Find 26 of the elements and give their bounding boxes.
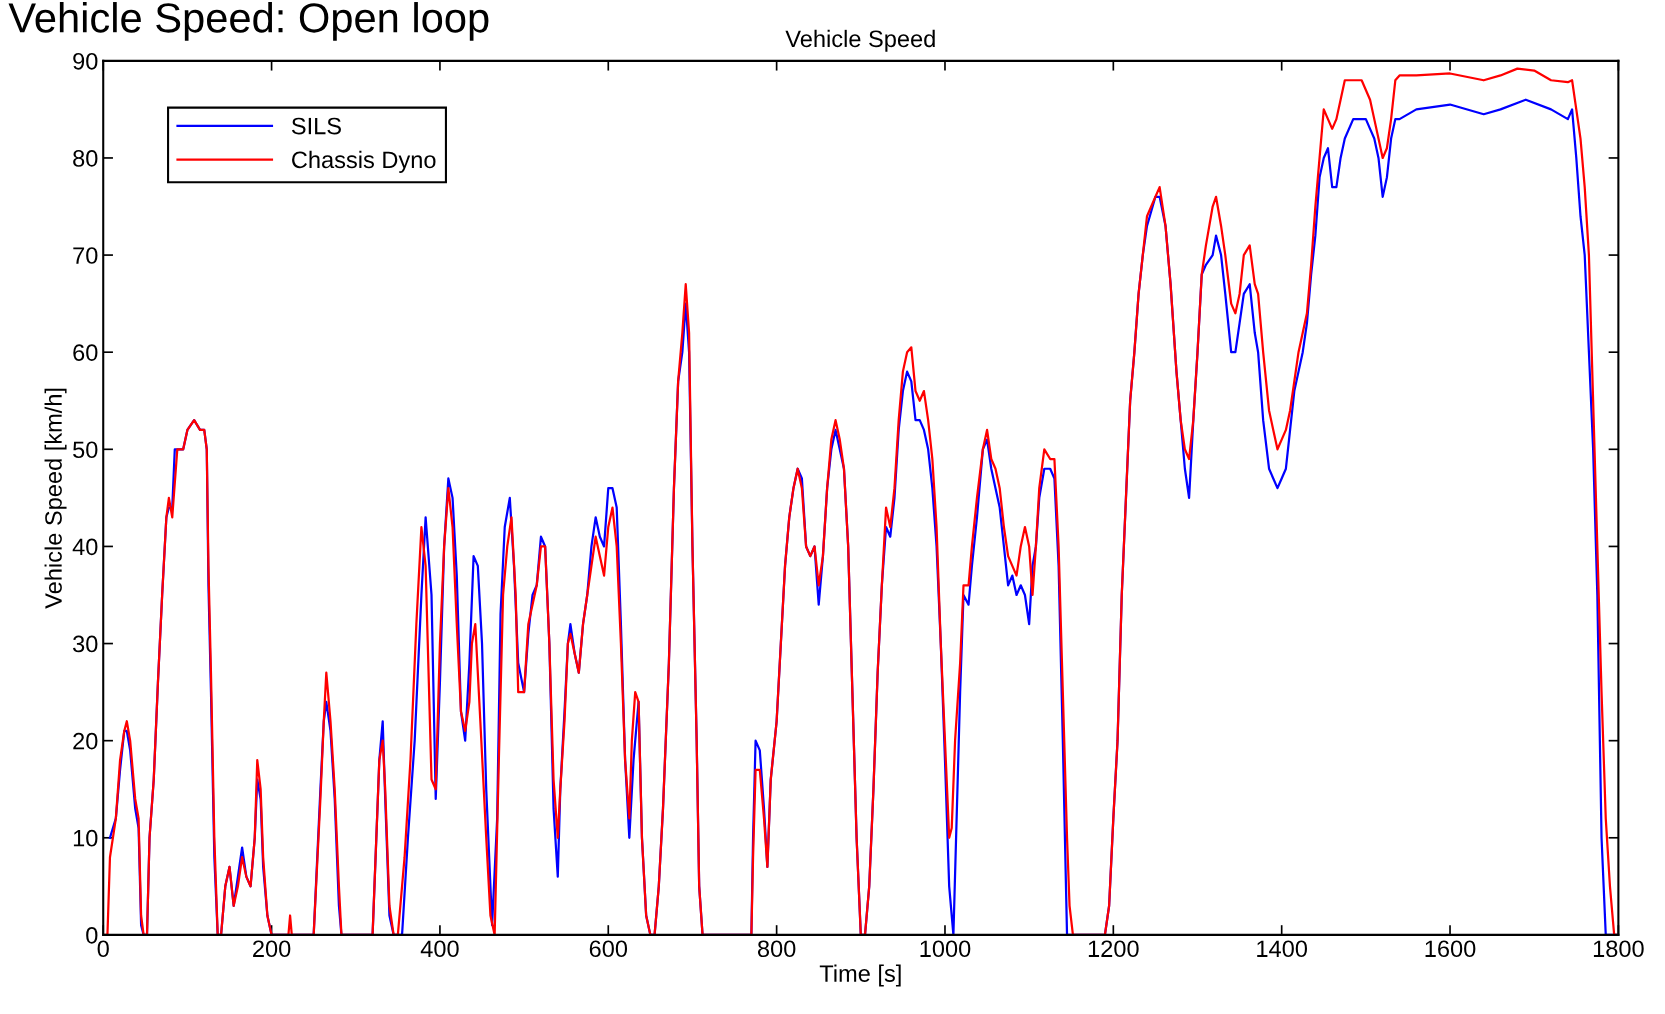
y-tick-label: 90 (73, 52, 98, 70)
y-tick-label: 20 (73, 732, 98, 750)
x-tick-label: 200 (253, 940, 291, 958)
y-tick-label: 70 (73, 247, 98, 264)
y-tick-label: 0 (86, 926, 98, 944)
y-tick-label: 10 (73, 829, 98, 847)
legend-label: SILS (291, 117, 341, 135)
x-tick-label: 600 (589, 940, 628, 958)
x-tick-label: 1400 (1257, 940, 1308, 958)
x-axis-title: Time [s] (819, 964, 901, 987)
x-tick-label: 1800 (1593, 940, 1644, 958)
x-tick-label: 1600 (1425, 940, 1476, 958)
x-tick-label: 400 (420, 940, 459, 958)
legend-label: Chassis Dyno (292, 150, 436, 173)
y-tick-label: 40 (72, 538, 98, 556)
x-tick-label: 800 (757, 940, 796, 958)
x-tick-label: 0 (97, 940, 109, 958)
x-tick-label: 1000 (920, 940, 971, 958)
y-tick-label: 60 (73, 344, 98, 361)
x-tick-label: 1200 (1088, 940, 1139, 958)
y-tick-label: 80 (73, 150, 98, 167)
y-axis-title: Vehicle Speed [km/h] (44, 388, 67, 609)
text: Vehicle Speed: Open loop (8, 2, 489, 41)
y-tick-label: 30 (73, 635, 98, 653)
y-tick-label: 50 (73, 441, 98, 459)
chart-title: Vehicle Speed (785, 29, 935, 52)
